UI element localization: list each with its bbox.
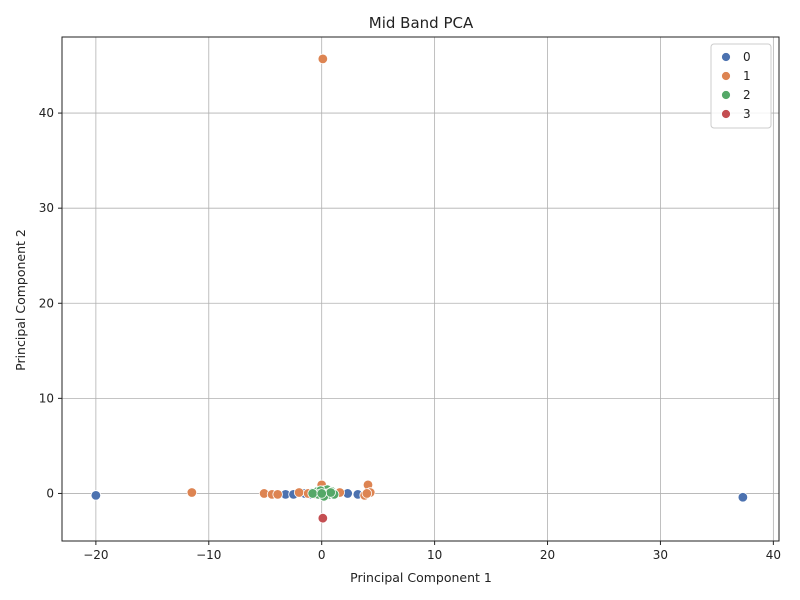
data-point-series-2: [325, 487, 336, 498]
x-tick-label: 40: [766, 548, 781, 562]
data-points: [90, 53, 749, 524]
data-point-series-0: [90, 490, 102, 501]
legend-marker: [721, 71, 731, 81]
y-axis-title: Principal Component 2: [13, 229, 28, 371]
y-tick-label: 10: [39, 391, 54, 405]
y-tick-label: 40: [39, 106, 54, 120]
x-tick-label: −10: [196, 548, 221, 562]
data-point-series-3: [317, 512, 329, 524]
data-point-series-1: [272, 489, 283, 500]
data-point-series-0: [737, 492, 749, 503]
plot-frame: [61, 36, 780, 542]
data-point-series-1: [186, 487, 198, 498]
data-point-series-1: [317, 53, 329, 65]
legend-label: 0: [743, 50, 751, 64]
legend-marker: [721, 52, 731, 62]
legend-box: [710, 43, 772, 129]
data-point-series-1: [293, 487, 305, 498]
x-tick-label: 10: [427, 548, 442, 562]
data-point-series-1: [361, 488, 373, 499]
y-tick-label: 30: [39, 201, 54, 215]
axis-ticks: −20 −10 0 10 20 30 40 0 10 20 30 40: [39, 106, 781, 562]
legend-label: 3: [743, 107, 751, 121]
x-tick-label: −20: [83, 548, 108, 562]
x-tick-label: 0: [318, 548, 326, 562]
data-point-series-2: [307, 488, 318, 499]
legend-marker: [721, 90, 731, 100]
y-tick-label: 20: [39, 296, 54, 310]
legend-marker: [721, 109, 731, 119]
y-tick-label: 0: [46, 486, 54, 500]
x-tick-label: 30: [653, 548, 668, 562]
legend-label: 1: [743, 69, 751, 83]
grid: [62, 37, 779, 541]
legend: 0 1 2 3: [710, 43, 772, 129]
x-axis-title: Principal Component 1: [350, 570, 492, 585]
x-tick-label: 20: [540, 548, 555, 562]
data-point-series-2: [316, 488, 327, 499]
legend-label: 2: [743, 88, 751, 102]
chart-title: Mid Band PCA: [369, 14, 474, 32]
